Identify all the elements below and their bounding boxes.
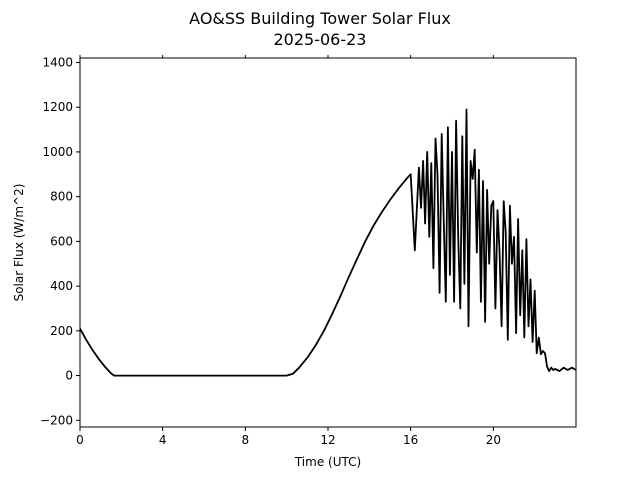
y-tick-label: 1200 <box>42 100 73 114</box>
y-tick-label: 600 <box>50 234 73 248</box>
y-tick-label: 1000 <box>42 145 73 159</box>
y-tick-label: 0 <box>65 369 73 383</box>
x-tick-label: 8 <box>242 433 250 447</box>
series-line <box>79 108 577 377</box>
chart-subtitle: 2025-06-23 <box>274 30 367 49</box>
y-tick-label: 200 <box>50 324 73 338</box>
y-tick-label: 400 <box>50 279 73 293</box>
axes-frame <box>79 57 577 428</box>
x-axis-label: Time (UTC) <box>294 455 361 469</box>
y-tick-label: 1400 <box>42 55 73 69</box>
y-tick-label: −200 <box>40 413 73 427</box>
x-tick-label: 0 <box>76 433 84 447</box>
x-tick-label: 16 <box>403 433 418 447</box>
x-tick-label: 4 <box>159 433 167 447</box>
y-tick-label: 800 <box>50 190 73 204</box>
x-tick-label: 20 <box>486 433 501 447</box>
y-axis-label: Solar Flux (W/m^2) <box>12 184 26 302</box>
x-tick-label: 12 <box>320 433 335 447</box>
chart-title: AO&SS Building Tower Solar Flux <box>189 9 451 28</box>
plot-area <box>79 108 577 377</box>
